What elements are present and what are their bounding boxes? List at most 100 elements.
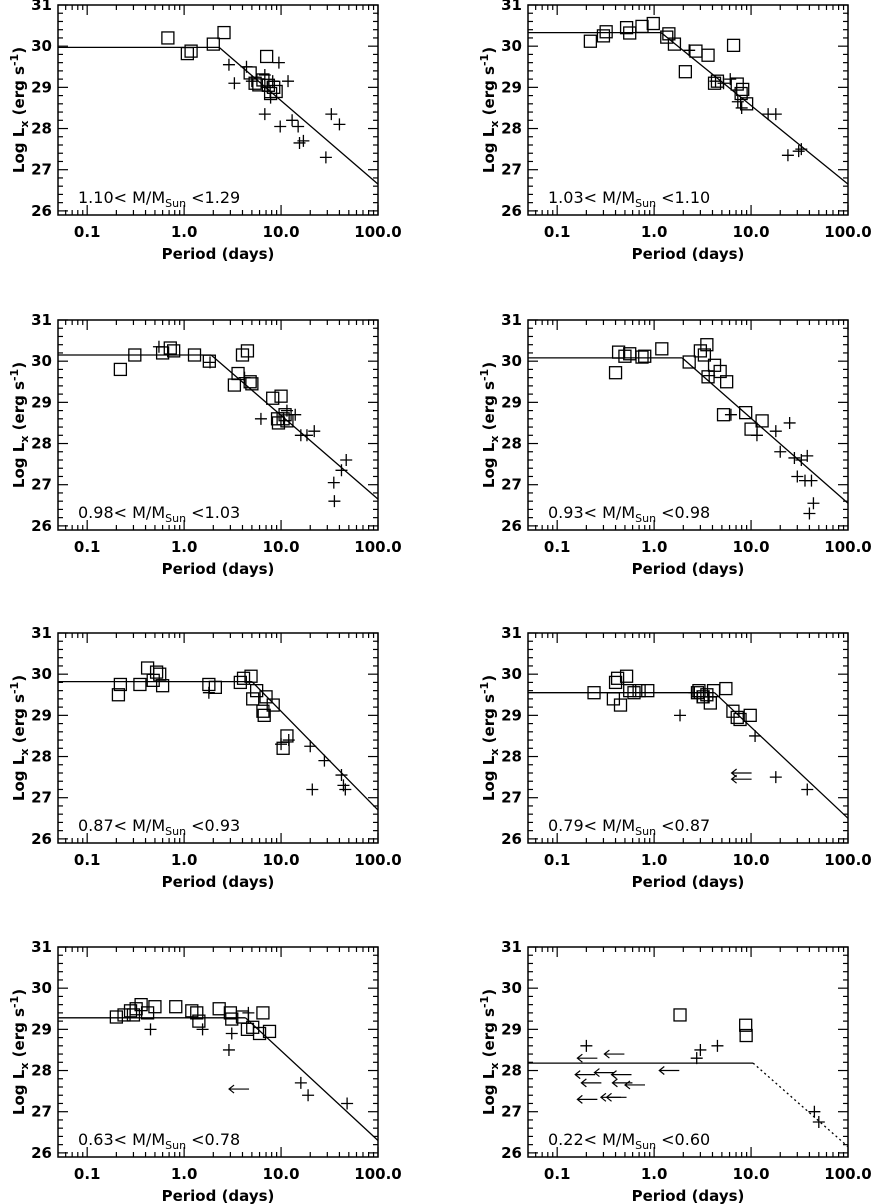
y-tick-label: 28 [501, 1062, 522, 1080]
data-point-square [236, 671, 251, 685]
data-point-square [739, 405, 753, 420]
data-point-plus [245, 75, 258, 88]
y-tick-label: 27 [31, 161, 52, 179]
x-tick-label: 100.0 [354, 1165, 401, 1183]
data-point-plus [750, 429, 763, 442]
data-point-plus [340, 454, 353, 466]
data-point-upper-limit-arrow [228, 1084, 250, 1094]
data-point-square [252, 78, 266, 92]
x-tick-label: 0.1 [544, 223, 571, 241]
data-point-upper-limit-arrow [624, 1080, 645, 1090]
data-point-plus [791, 470, 804, 483]
data-point-plus [690, 1052, 703, 1065]
data-point-square [678, 65, 693, 79]
data-point-square [743, 708, 757, 723]
data-point-plus [717, 77, 730, 90]
y-tick-label: 28 [31, 748, 52, 766]
data-point-square [736, 82, 750, 97]
data-point-square [246, 692, 260, 706]
data-point-square [167, 344, 181, 358]
x-tick-label: 1.0 [171, 851, 198, 869]
data-point-square [619, 669, 634, 683]
data-point-plus [805, 474, 818, 487]
data-point-plus [308, 425, 321, 438]
data-point-square [641, 683, 655, 698]
data-point-square [610, 671, 625, 685]
y-tick-label: 31 [31, 624, 52, 642]
data-point-upper-limit-arrow [603, 1049, 625, 1059]
data-point-upper-limit-arrow [610, 1070, 632, 1080]
y-tick-label: 26 [501, 517, 522, 535]
data-point-square [109, 1010, 124, 1024]
data-point-upper-limit-arrow [576, 1094, 598, 1104]
data-point-square [248, 76, 262, 90]
mass-range-label: 1.03< M/MSun <1.10 [548, 188, 710, 210]
data-point-square [262, 1024, 277, 1039]
x-tick-label: 1.0 [171, 223, 198, 241]
plot-frame [527, 946, 849, 1158]
data-point-square [730, 710, 744, 725]
data-point-plus [294, 1076, 307, 1089]
data-point-square [113, 677, 128, 692]
x-tick-label: 10.0 [733, 851, 770, 869]
data-point-plus [691, 690, 704, 703]
data-point-plus [240, 60, 253, 73]
y-axis-label: Log Lx (erg s-1) [478, 47, 501, 173]
data-point-plus [807, 497, 820, 510]
data-point-square [184, 44, 198, 58]
data-point-plus [735, 101, 748, 114]
data-point-plus [788, 451, 801, 464]
data-point-plus [808, 1105, 821, 1118]
y-axis-label: Log Lx (erg s-1) [478, 675, 501, 801]
data-point-plus [703, 369, 716, 382]
x-tick-label: 10.0 [263, 851, 300, 869]
data-point-square [700, 688, 714, 702]
data-point-square [667, 37, 682, 51]
x-axis-label: Period (days) [632, 873, 745, 891]
data-point-square [682, 355, 696, 369]
plot-frame [527, 632, 849, 844]
data-point-square [618, 349, 632, 363]
x-axis-label: Period (days) [162, 873, 275, 891]
data-point-square [155, 679, 170, 693]
y-tick-label: 27 [31, 476, 52, 494]
data-point-plus [803, 507, 816, 520]
data-point-plus [272, 56, 285, 69]
data-point-square [190, 1006, 204, 1020]
data-point-square [635, 350, 649, 364]
data-point-plus [254, 412, 267, 425]
y-tick-label: 31 [501, 624, 522, 642]
y-tick-label: 31 [31, 938, 52, 956]
x-axis-label: Period (days) [162, 245, 275, 263]
data-point-square [212, 1002, 226, 1016]
y-tick-label: 30 [31, 665, 52, 683]
data-point-plus [225, 1027, 238, 1040]
data-point-plus [228, 77, 241, 90]
data-point-plus [783, 416, 796, 429]
x-tick-label: 0.1 [544, 851, 571, 869]
mass-range-label: 1.10< M/MSun <1.29 [78, 188, 240, 210]
y-axis-label: Log Lx (erg s-1) [478, 989, 501, 1115]
x-tick-label: 100.0 [824, 851, 871, 869]
data-point-square [739, 1028, 753, 1043]
x-tick-label: 0.1 [74, 538, 101, 556]
data-point-plus [282, 734, 295, 747]
data-point-square [646, 16, 660, 31]
plot-frame [527, 319, 849, 531]
y-tick-label: 29 [501, 393, 522, 411]
data-point-plus [769, 771, 782, 784]
data-point-upper-limit-arrow [611, 1078, 633, 1088]
data-point-plus [282, 75, 295, 88]
data-point-square [280, 729, 294, 743]
data-point-plus [222, 1043, 235, 1056]
fit-line-decline [681, 357, 849, 504]
x-tick-label: 100.0 [824, 538, 871, 556]
data-point-square [169, 1000, 183, 1014]
data-point-plus [266, 75, 279, 88]
x-tick-label: 0.1 [544, 1165, 571, 1183]
data-point-plus [711, 1039, 724, 1052]
panel-6: 0.1 1.0 10.0 100.0 26 27 28 29 30 31 Period (days)… [478, 624, 872, 891]
y-axis-label: Log Lx (erg s-1) [8, 47, 31, 173]
data-point-square [259, 690, 273, 704]
